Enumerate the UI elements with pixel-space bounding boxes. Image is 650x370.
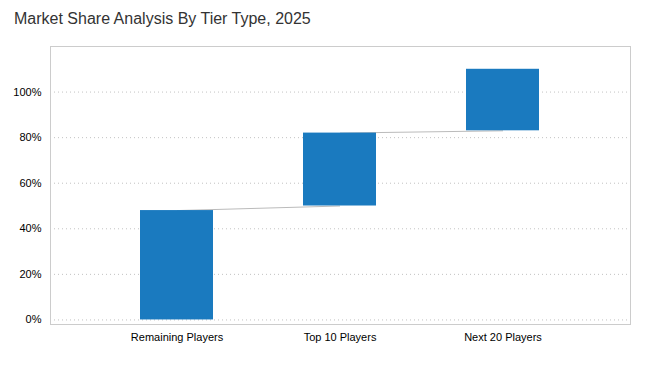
svg-text:60%: 60% <box>19 177 41 189</box>
svg-text:80%: 80% <box>19 131 41 143</box>
svg-text:Next 20 Players: Next 20 Players <box>464 331 542 343</box>
svg-text:0%: 0% <box>26 313 42 325</box>
svg-text:Remaining Players: Remaining Players <box>131 331 224 343</box>
svg-text:40%: 40% <box>19 222 41 234</box>
svg-text:100%: 100% <box>13 86 41 98</box>
svg-text:20%: 20% <box>19 268 41 280</box>
html-text:Market Share Analysis By Tier: Market Share Analysis By Tier Type, 2025 <box>14 10 311 27</box>
svg-text:Top 10 Players: Top 10 Players <box>304 331 377 343</box>
